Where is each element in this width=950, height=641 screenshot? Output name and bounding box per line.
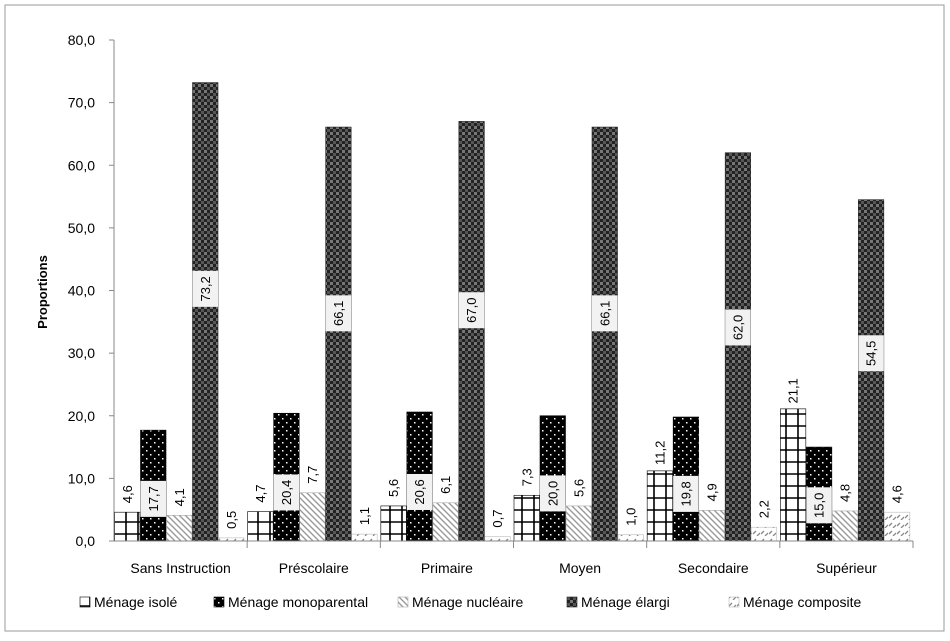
- data-label: 1,0: [623, 508, 638, 526]
- bar: [591, 126, 618, 542]
- legend-swatch: [566, 596, 578, 608]
- data-label: 1,1: [357, 507, 372, 525]
- data-label: 73,2: [198, 276, 213, 301]
- data-label: 5,6: [386, 479, 401, 497]
- legend-swatch: [397, 596, 409, 608]
- data-label: 7,7: [305, 466, 320, 484]
- data-label: 4,7: [253, 485, 268, 503]
- bar: [646, 470, 673, 542]
- bar: [832, 510, 859, 542]
- bar: [617, 534, 644, 542]
- bar: [299, 492, 326, 542]
- legend-label: Ménage isolé: [94, 594, 177, 610]
- bars: [114, 82, 911, 542]
- data-label: 4,1: [172, 488, 187, 506]
- data-label: 0,5: [224, 511, 239, 529]
- category-label: Supérieur: [816, 560, 877, 576]
- y-axis-ticks: 0,0 10,0 20,0 30,0 40,0 50,0 60,0 70,0 80,0: [68, 32, 114, 549]
- chart-frame: [4, 4, 945, 632]
- data-label-bg: [325, 295, 352, 332]
- bar: [780, 408, 807, 542]
- data-labels: 4,6 17,7 4,1 73,2 0,5 4,7 20,4 7,7 66,1 1,1 5,6 20,…: [120, 270, 905, 529]
- data-label-bg: [458, 292, 485, 329]
- data-label: 6,1: [438, 476, 453, 494]
- y-tick-label: 60,0: [68, 157, 95, 173]
- bar: [513, 494, 540, 542]
- data-label-bg: [540, 475, 566, 512]
- y-tick-label: 70,0: [68, 95, 95, 111]
- bar: [698, 510, 725, 542]
- data-label-bg: [858, 335, 884, 372]
- data-label-bg: [592, 295, 618, 332]
- data-label-bg: [273, 474, 300, 511]
- y-axis-label: Proportions: [35, 255, 50, 329]
- y-tick-label: 10,0: [68, 470, 95, 486]
- data-label: 62,0: [730, 315, 745, 340]
- axes: [113, 40, 914, 548]
- data-label: 67,0: [464, 298, 479, 323]
- data-label: 4,6: [890, 485, 905, 503]
- bar: [325, 126, 352, 542]
- category-label: Primaire: [421, 560, 473, 576]
- y-tick-label: 30,0: [68, 345, 95, 361]
- category-label: Préscolaire: [279, 560, 349, 576]
- bar: [380, 505, 407, 542]
- data-label: 4,6: [120, 485, 135, 503]
- data-label: 5,6: [571, 479, 586, 497]
- bar: [484, 536, 511, 542]
- data-label-bg: [725, 309, 751, 346]
- data-label: 7,3: [519, 468, 534, 486]
- data-label: 4,8: [838, 484, 853, 502]
- bar: [114, 511, 141, 542]
- legend-swatch: [79, 596, 91, 608]
- data-label: 17,7: [146, 486, 161, 511]
- y-tick-label: 0,0: [76, 533, 96, 549]
- data-label: 20,4: [279, 480, 294, 505]
- legend-label: Ménage élargi: [581, 594, 670, 610]
- legend-swatch: [213, 596, 225, 608]
- data-label: 4,9: [704, 483, 719, 501]
- data-label: 19,8: [678, 481, 693, 506]
- bar: [565, 505, 592, 542]
- bar: [750, 526, 777, 542]
- bar: [458, 121, 485, 542]
- data-label-bg: [192, 270, 218, 307]
- data-label: 21,1: [786, 378, 801, 403]
- bar: [724, 152, 751, 542]
- legend-label: Ménage monoparental: [228, 594, 368, 610]
- legend-label: Ménage nucléaire: [412, 594, 524, 610]
- data-label-bg: [140, 480, 166, 517]
- bar: [247, 511, 274, 542]
- data-label-bg: [406, 473, 433, 510]
- y-tick-label: 20,0: [68, 408, 95, 424]
- data-label: 54,5: [864, 341, 879, 366]
- bar: [884, 511, 911, 542]
- category-labels: Sans Instruction Préscolaire Primaire Moyen…: [130, 560, 877, 576]
- y-tick-label: 80,0: [68, 32, 95, 48]
- y-tick-label: 50,0: [68, 220, 95, 236]
- data-label-bg: [673, 475, 699, 512]
- data-label: 15,0: [812, 493, 827, 518]
- data-label: 20,0: [545, 481, 560, 506]
- data-label: 66,1: [597, 301, 612, 326]
- data-label-bg: [806, 487, 832, 524]
- y-tick-label: 40,0: [68, 283, 95, 299]
- data-label: 20,6: [412, 479, 427, 504]
- legend: Ménage isolé Ménage monoparental Ménage nu…: [79, 594, 862, 610]
- legend-swatch: [728, 596, 740, 608]
- bar: [166, 515, 193, 542]
- category-label: Secondaire: [678, 560, 749, 576]
- bar: [192, 82, 219, 542]
- data-label: 66,1: [331, 301, 346, 326]
- data-label: 11,2: [652, 441, 667, 465]
- category-label: Sans Instruction: [130, 560, 230, 576]
- bar: [351, 533, 378, 542]
- data-label: 2,2: [756, 500, 771, 518]
- data-label: 0,7: [490, 510, 505, 528]
- bar: [432, 502, 459, 542]
- legend-label: Ménage composite: [743, 594, 862, 610]
- category-label: Moyen: [559, 560, 601, 576]
